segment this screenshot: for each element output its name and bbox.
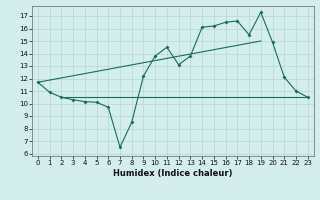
X-axis label: Humidex (Indice chaleur): Humidex (Indice chaleur) [113,169,233,178]
